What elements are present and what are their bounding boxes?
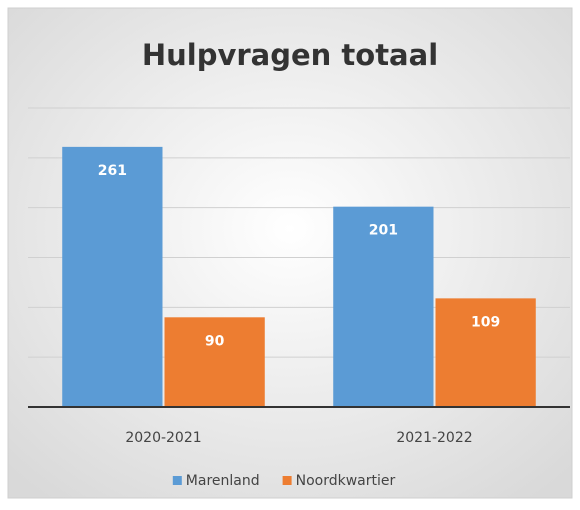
x-tick-label: 2020-2021: [125, 430, 201, 446]
bar: [62, 146, 163, 407]
legend-swatch: [172, 476, 182, 485]
chart-title: Hulpvragen totaal: [142, 38, 438, 72]
legend-label: Marenland: [186, 473, 260, 489]
bar: [164, 317, 265, 407]
data-label: 261: [98, 163, 127, 179]
bar: [333, 206, 434, 407]
data-label: 201: [369, 223, 398, 239]
legend-label: Noordkwartier: [296, 473, 396, 489]
data-label: 90: [205, 333, 225, 349]
data-label: 109: [471, 314, 500, 330]
legend-swatch: [282, 476, 292, 485]
x-tick-label: 2021-2022: [396, 430, 472, 446]
bar: [435, 298, 536, 407]
